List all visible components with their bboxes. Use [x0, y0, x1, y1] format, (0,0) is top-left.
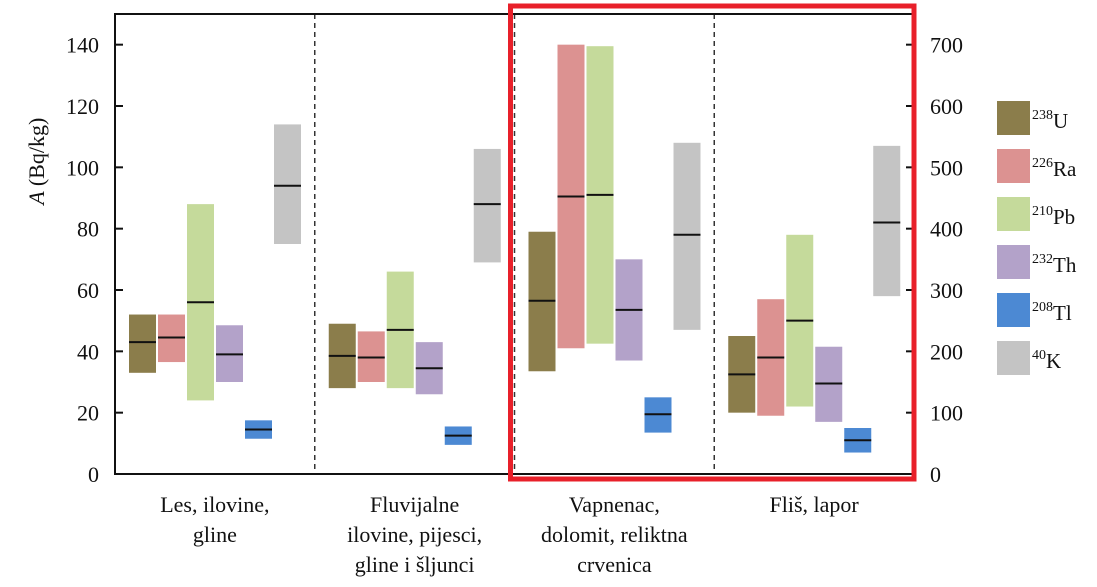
legend-swatch-232Th: [997, 245, 1030, 279]
bar-40K-group-3: [673, 142, 701, 330]
left-tick-label: 40: [77, 339, 99, 364]
right-tick-label: 500: [930, 155, 963, 180]
legend-swatch-226Ra: [997, 149, 1030, 183]
right-tick-label: 400: [930, 217, 963, 242]
right-tick-label: 100: [930, 401, 963, 426]
bar-40K-group-2: [473, 148, 501, 263]
legend-label-208Tl: 208Tl: [1032, 300, 1072, 325]
y-axis-title: A (Bq/kg): [24, 118, 49, 207]
category-label-4: Fliš, lapor: [770, 492, 860, 517]
left-tick-label: 140: [66, 33, 99, 58]
bar-40K-group-4: [873, 145, 901, 297]
legend-swatch-210Pb: [997, 197, 1030, 231]
left-tick-label: 20: [77, 401, 99, 426]
legend-swatch-40K: [997, 341, 1030, 375]
right-tick-label: 0: [930, 462, 941, 487]
highlight-box: [508, 3, 917, 482]
left-tick-label: 100: [66, 155, 99, 180]
legend-label-210Pb: 210Pb: [1032, 204, 1075, 229]
legend-label-40K: 40K: [1032, 348, 1061, 373]
category-label-3: Vapnenac, dolomit, reliktna crvenica: [541, 492, 688, 577]
axes: 0 20 40 60 80 100 120 140 0 100 200 300 400 500 600 700…: [24, 3, 963, 577]
left-tick-label: 0: [88, 462, 99, 487]
legend: 238U 226Ra 210Pb 232Th 208Tl 40K: [997, 101, 1077, 375]
bar-238U-group-1: [129, 314, 156, 373]
legend-label-226Ra: 226Ra: [1032, 156, 1077, 181]
right-tick-label: 600: [930, 94, 963, 119]
left-tick-label: 120: [66, 94, 99, 119]
right-tick-label: 700: [930, 33, 963, 58]
right-tick-label: 200: [930, 339, 963, 364]
left-tick-label: 60: [77, 278, 99, 303]
legend-label-238U: 238U: [1032, 108, 1068, 133]
legend-swatch-208Tl: [997, 293, 1030, 327]
right-tick-label: 300: [930, 278, 963, 303]
legend-swatch-238U: [997, 101, 1030, 135]
left-tick-label: 80: [77, 217, 99, 242]
bar-40K-group-1: [274, 124, 301, 244]
category-label-1: Les, ilovine, gline: [160, 492, 269, 547]
legend-label-232Th: 232Th: [1032, 252, 1077, 277]
plot-area: [129, 44, 901, 453]
category-label-2: Fluvijalne ilovine, pijesci, gline i šljun…: [347, 492, 482, 577]
